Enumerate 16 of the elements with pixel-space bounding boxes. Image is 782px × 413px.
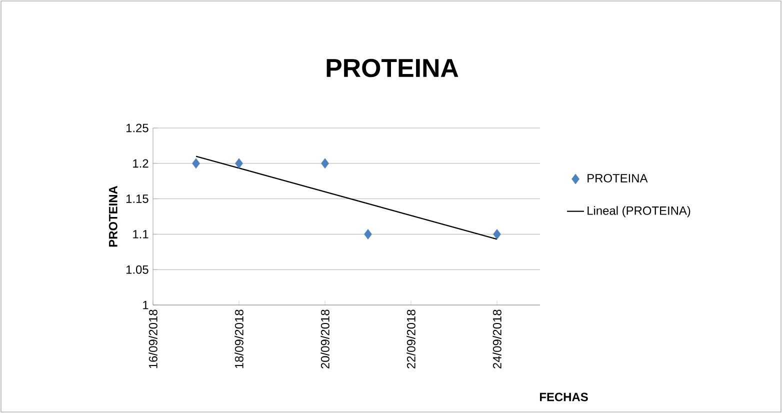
x-tick-label: 18/09/2018	[234, 310, 244, 368]
chart-title: PROTEINA	[326, 58, 458, 78]
x-axis-title: FECHAS	[540, 392, 588, 402]
y-tick-label: 1.25	[126, 124, 148, 132]
y-tick-label: 1	[143, 300, 148, 310]
y-axis-title: PROTEINA	[108, 186, 118, 247]
legend-label: Lineal (PROTEINA)	[588, 206, 690, 218]
y-tick-label: 1.15	[126, 194, 148, 203]
y-tick-label: 1.2	[133, 159, 148, 168]
legend-label: PROTEINA	[588, 174, 648, 182]
x-tick-label: 22/09/2018	[406, 310, 416, 368]
x-tick-label: 16/09/2018	[148, 310, 158, 368]
x-tick-label: 24/09/2018	[492, 310, 502, 368]
y-tick-label: 1.1	[133, 230, 148, 238]
x-tick-label: 20/09/2018	[320, 310, 330, 368]
y-tick-label: 1.05	[126, 265, 148, 274]
